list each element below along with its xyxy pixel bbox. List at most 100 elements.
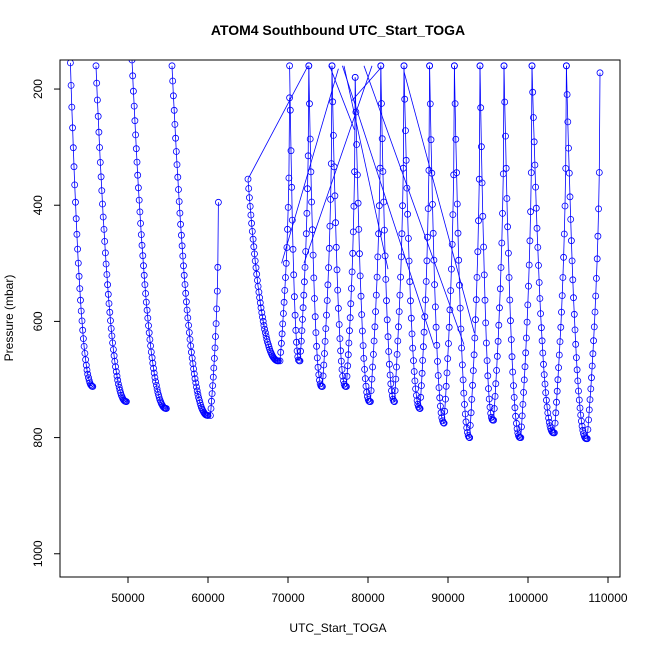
data-point xyxy=(278,330,286,338)
data-point xyxy=(475,217,482,225)
data-point xyxy=(532,204,540,212)
data-point xyxy=(209,373,217,381)
data-point xyxy=(277,339,285,347)
data-point xyxy=(493,352,501,360)
data-point xyxy=(244,175,252,183)
data-point xyxy=(442,395,449,403)
data-point xyxy=(357,292,365,300)
data-point xyxy=(150,369,158,377)
profile-line xyxy=(322,65,333,387)
data-point xyxy=(589,350,597,358)
data-point xyxy=(172,148,180,155)
data-point xyxy=(426,100,434,108)
data-point xyxy=(409,344,417,352)
data-point xyxy=(430,256,438,264)
data-point xyxy=(573,366,581,374)
data-point xyxy=(333,266,341,274)
data-point xyxy=(496,304,503,312)
data-point xyxy=(419,343,427,351)
data-point xyxy=(369,350,377,358)
data-point xyxy=(439,419,447,427)
data-point xyxy=(530,138,538,146)
data-point xyxy=(301,263,309,271)
data-point xyxy=(327,195,335,203)
data-point xyxy=(510,382,517,390)
data-point xyxy=(257,304,265,312)
data-point xyxy=(380,226,388,234)
data-point xyxy=(361,365,369,373)
data-point xyxy=(500,62,508,70)
data-point xyxy=(552,409,560,417)
data-point xyxy=(281,286,289,294)
data-point xyxy=(586,396,594,404)
profile xyxy=(517,62,536,442)
data-point xyxy=(361,375,369,383)
data-point xyxy=(113,372,121,380)
data-point xyxy=(390,397,398,405)
data-point xyxy=(585,416,592,424)
x-tick-label: 50000 xyxy=(111,591,145,605)
profile-line xyxy=(566,65,587,440)
connector-line xyxy=(281,68,339,264)
data-point xyxy=(467,409,475,417)
data-point xyxy=(554,376,562,384)
data-point xyxy=(284,203,292,211)
data-point xyxy=(504,223,512,231)
data-point xyxy=(386,371,394,379)
data-point xyxy=(445,340,452,347)
data-point xyxy=(247,211,255,219)
data-point xyxy=(206,412,214,419)
data-point xyxy=(77,307,85,315)
data-point xyxy=(150,364,157,372)
data-point xyxy=(429,200,436,208)
data-point xyxy=(107,317,114,325)
data-point xyxy=(474,248,482,256)
data-point xyxy=(482,319,490,327)
data-point xyxy=(427,136,435,144)
data-point xyxy=(395,308,403,316)
data-point xyxy=(407,297,414,305)
data-point xyxy=(375,230,383,238)
data-point xyxy=(595,169,603,176)
data-point xyxy=(249,235,257,243)
data-point xyxy=(571,326,579,334)
data-point xyxy=(560,230,568,238)
data-point xyxy=(189,360,197,368)
data-point xyxy=(477,143,485,151)
profile xyxy=(128,60,170,412)
data-point xyxy=(169,92,177,100)
data-point xyxy=(476,62,484,70)
data-point xyxy=(209,382,217,390)
y-axis-label: Pressure (mbar) xyxy=(2,275,16,362)
data-point xyxy=(578,417,585,425)
data-point xyxy=(453,200,461,208)
data-point xyxy=(590,323,598,331)
data-point xyxy=(145,329,153,337)
data-point xyxy=(375,202,383,210)
connector-line xyxy=(342,65,434,345)
data-point xyxy=(308,198,316,206)
data-point xyxy=(208,390,216,398)
data-point xyxy=(286,62,294,70)
data-point xyxy=(98,187,106,195)
data-point xyxy=(565,169,573,177)
data-point xyxy=(195,396,203,404)
data-point xyxy=(412,385,420,393)
data-point xyxy=(515,432,522,440)
data-point xyxy=(593,274,600,282)
data-point xyxy=(137,231,145,239)
data-point xyxy=(358,311,366,319)
data-point xyxy=(440,419,448,427)
data-point xyxy=(478,179,486,187)
x-tick-label: 110000 xyxy=(588,591,627,605)
data-point xyxy=(148,354,156,362)
profile xyxy=(276,94,294,365)
data-point xyxy=(288,216,296,224)
plot-area xyxy=(67,60,604,443)
data-point xyxy=(457,325,465,333)
data-point xyxy=(336,335,344,343)
data-point xyxy=(337,347,345,355)
data-point xyxy=(372,308,380,316)
data-point xyxy=(576,404,584,412)
data-point xyxy=(424,205,432,213)
